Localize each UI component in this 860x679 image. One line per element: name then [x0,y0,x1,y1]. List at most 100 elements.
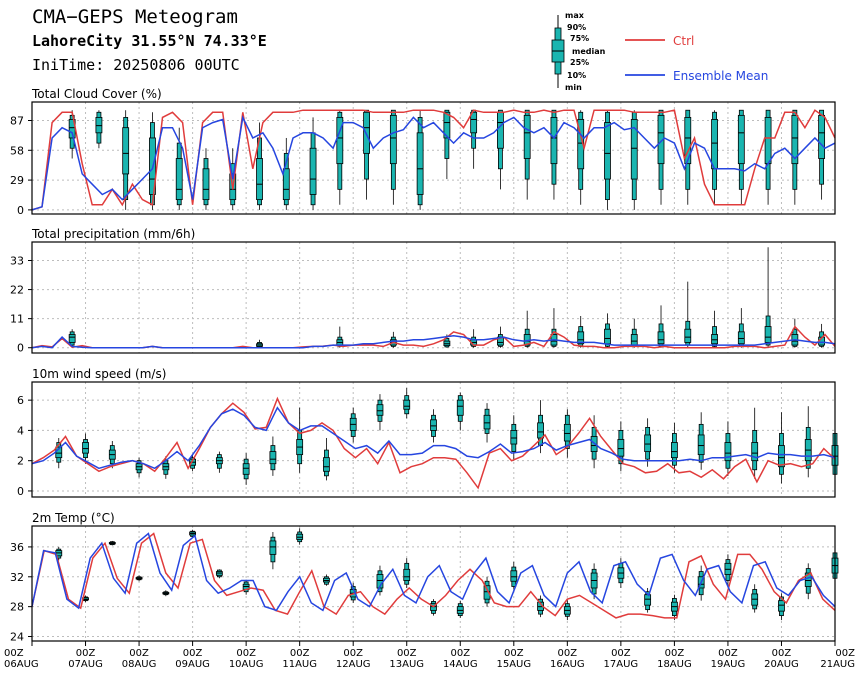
box-56 [778,412,785,484]
x-tick-label-date: 16AUG [550,659,585,670]
box-35 [497,109,504,190]
y-tick-label: 0 [17,204,24,217]
y-tick-label: 87 [10,114,24,127]
x-tick-label-date: 20AUG [764,659,799,670]
box-inner [697,434,705,456]
box-inner [778,600,785,612]
x-tick-label-date: 17AUG [604,659,639,670]
box-inner [737,331,745,345]
box-inner [309,147,317,195]
box-24 [349,407,357,443]
x-tick-label-date: 18AUG [657,659,692,670]
box-inner [403,568,411,581]
box-39 [550,109,558,200]
box-6 [108,441,116,469]
x-tick-label-date: 13AUG [389,659,424,670]
box-inner [764,117,772,165]
box-54 [751,407,759,479]
legend-box-label: 75% [570,34,589,43]
box-45 [630,318,638,348]
box-inner [537,422,544,439]
x-tick-label-hour: 00Z [558,648,578,659]
box-55 [764,247,772,348]
box-2 [55,437,63,469]
box-8 [135,457,143,478]
x-tick-label-hour: 00Z [611,648,631,659]
box-40 [563,599,571,621]
box-51 [711,310,718,348]
box-inner [724,442,732,462]
box-inner [122,127,130,175]
box-inner [389,114,397,165]
box-52 [724,554,732,586]
box-inner [470,111,478,134]
box-48 [671,422,678,473]
box-inner [269,451,277,465]
box-inner [818,114,826,159]
box-inner [550,117,558,165]
box-inner [416,132,424,195]
box-inner [256,158,263,201]
box-inner [483,585,491,600]
legend-ctrl-label: Ctrl [673,34,694,48]
y-tick-label: 0 [17,485,24,498]
x-tick-label-hour: 00Z [665,648,685,659]
legend-box-label: 25% [570,58,589,67]
box-inner [711,334,718,345]
box-inner [657,331,665,345]
panel-frame [31,241,836,354]
legend-box-label: 10% [567,71,586,80]
box-23 [336,110,344,205]
box-30 [430,409,437,443]
box-inner [376,404,384,416]
box-inner [737,114,745,165]
x-tick-label-hour: 00Z [504,648,524,659]
panel-3: 10m wind speed (m/s) 0 2 4 6 [17,367,839,498]
x-tick-label-hour: 00Z [450,648,470,659]
ensemble-mean-line [31,114,836,211]
legend: max 90% 75% median 25% 10% min Ctrl Ensemble Mea… [551,11,768,92]
panel-4: 2m Temp (°C) 24 28 32 36 [10,511,839,644]
box-58 [804,563,812,600]
box-inner [483,414,491,430]
box-inner [617,439,625,457]
box-8 [135,575,143,582]
panel-title: Total precipitation (mm/6h) [31,227,195,241]
box-7 [122,110,130,210]
box-46 [644,418,652,467]
box-42 [590,563,598,600]
box-2 [55,546,63,561]
box-inner [671,442,678,459]
box-inner [443,111,451,139]
box-34 [483,576,491,607]
x-tick-label-date: 21AUG [820,659,855,670]
x-tick-label-date: 11AUG [282,659,317,670]
ctrl-line [31,396,836,490]
box-inner [523,114,531,159]
box-14 [215,569,223,579]
box-inner [751,442,759,462]
box-17 [256,339,263,348]
box-inner [563,423,571,442]
box-54 [751,584,759,613]
ensemble-mean-line [31,532,836,612]
box-inner [202,168,210,201]
box-47 [657,305,665,348]
x-tick-label-date: 07AUG [68,659,103,670]
y-tick-label: 4 [17,424,24,437]
x-tick-label-hour: 00Z [772,648,792,659]
y-tick-label: 32 [10,571,24,584]
box-31 [443,109,451,180]
x-tick-label-hour: 00Z [343,648,363,659]
y-tick-label: 29 [10,174,24,187]
page-title: CMA−GEPS Meteogram [32,6,238,28]
x-tick-label-date: 06AUG [4,659,39,670]
legend-box-label: max [565,11,585,20]
legend-box-label: median [572,47,606,56]
box-inner [363,111,370,154]
box-inner [604,122,611,180]
box-49 [684,109,692,205]
box-inner [242,463,250,475]
panel-title: Total Cloud Cover (%) [31,87,162,101]
box-33 [470,109,478,169]
